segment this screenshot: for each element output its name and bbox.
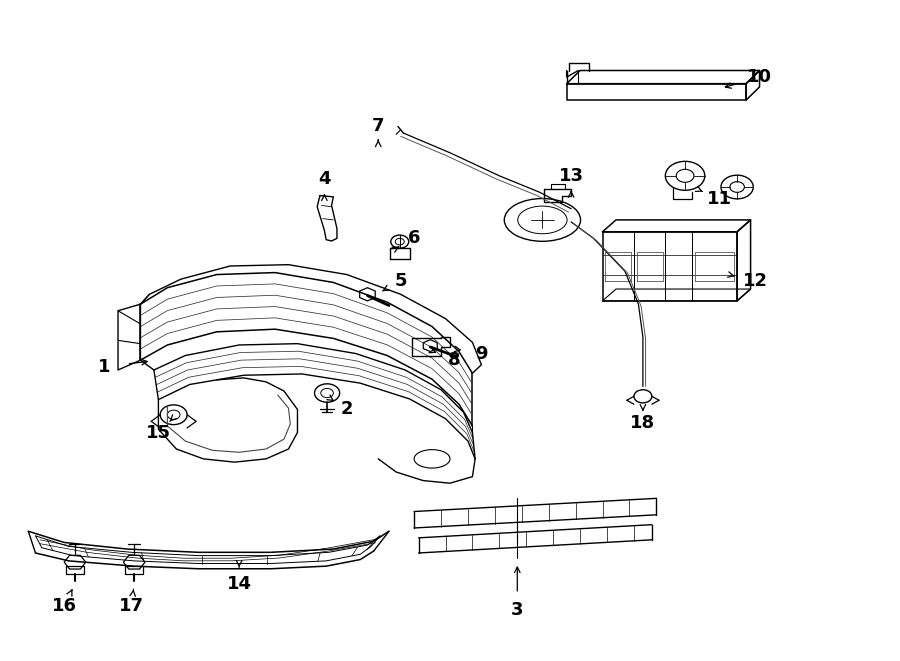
Text: 8: 8 — [448, 351, 461, 369]
Text: 17: 17 — [119, 597, 144, 615]
Text: 14: 14 — [227, 575, 252, 593]
Text: 6: 6 — [408, 229, 420, 247]
Text: 1: 1 — [98, 358, 111, 375]
Text: 16: 16 — [51, 597, 76, 615]
Text: 3: 3 — [511, 602, 524, 619]
Text: 7: 7 — [372, 118, 384, 136]
Text: 13: 13 — [559, 167, 583, 185]
Text: 11: 11 — [706, 190, 732, 208]
Text: 18: 18 — [630, 414, 655, 432]
Text: 5: 5 — [394, 272, 407, 290]
Text: 4: 4 — [318, 170, 330, 188]
Text: 15: 15 — [146, 424, 171, 442]
Text: 2: 2 — [340, 401, 353, 418]
Text: 12: 12 — [742, 272, 768, 290]
Text: 9: 9 — [475, 344, 488, 362]
Text: 10: 10 — [747, 68, 772, 86]
